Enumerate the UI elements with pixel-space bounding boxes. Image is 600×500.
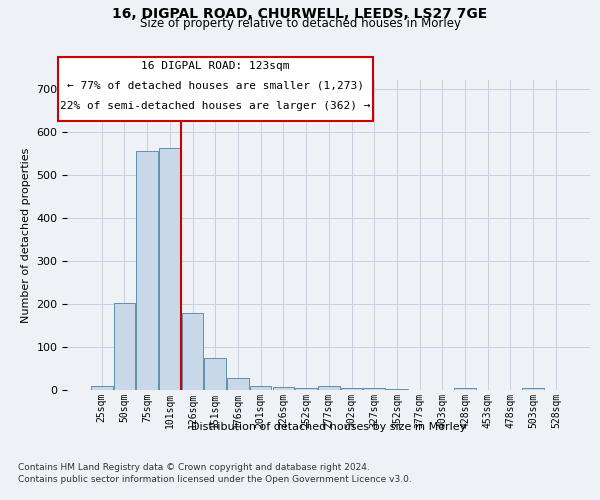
Bar [523, 388, 544, 390]
Bar [182, 314, 203, 390]
Bar [113, 302, 135, 390]
Bar [250, 386, 271, 390]
Bar [159, 148, 181, 390]
Bar [318, 386, 340, 390]
Bar [454, 388, 476, 390]
Text: 16, DIGPAL ROAD, CHURWELL, LEEDS, LS27 7GE: 16, DIGPAL ROAD, CHURWELL, LEEDS, LS27 7… [112, 8, 488, 22]
Text: Contains public sector information licensed under the Open Government Licence v3: Contains public sector information licen… [18, 475, 412, 484]
Text: Contains HM Land Registry data © Crown copyright and database right 2024.: Contains HM Land Registry data © Crown c… [18, 462, 370, 471]
Bar [136, 152, 158, 390]
Bar [386, 388, 407, 390]
Bar [364, 388, 385, 390]
Text: ← 77% of detached houses are smaller (1,273): ← 77% of detached houses are smaller (1,… [67, 81, 364, 91]
Y-axis label: Number of detached properties: Number of detached properties [21, 148, 31, 322]
Bar [227, 378, 249, 390]
Text: 22% of semi-detached houses are larger (362) →: 22% of semi-detached houses are larger (… [61, 101, 371, 111]
Text: 16 DIGPAL ROAD: 123sqm: 16 DIGPAL ROAD: 123sqm [142, 61, 290, 71]
Bar [272, 387, 294, 390]
Bar [295, 388, 317, 390]
Text: Size of property relative to detached houses in Morley: Size of property relative to detached ho… [139, 18, 461, 30]
Bar [205, 358, 226, 390]
Bar [341, 388, 362, 390]
Text: Distribution of detached houses by size in Morley: Distribution of detached houses by size … [191, 422, 466, 432]
Bar [91, 386, 113, 390]
